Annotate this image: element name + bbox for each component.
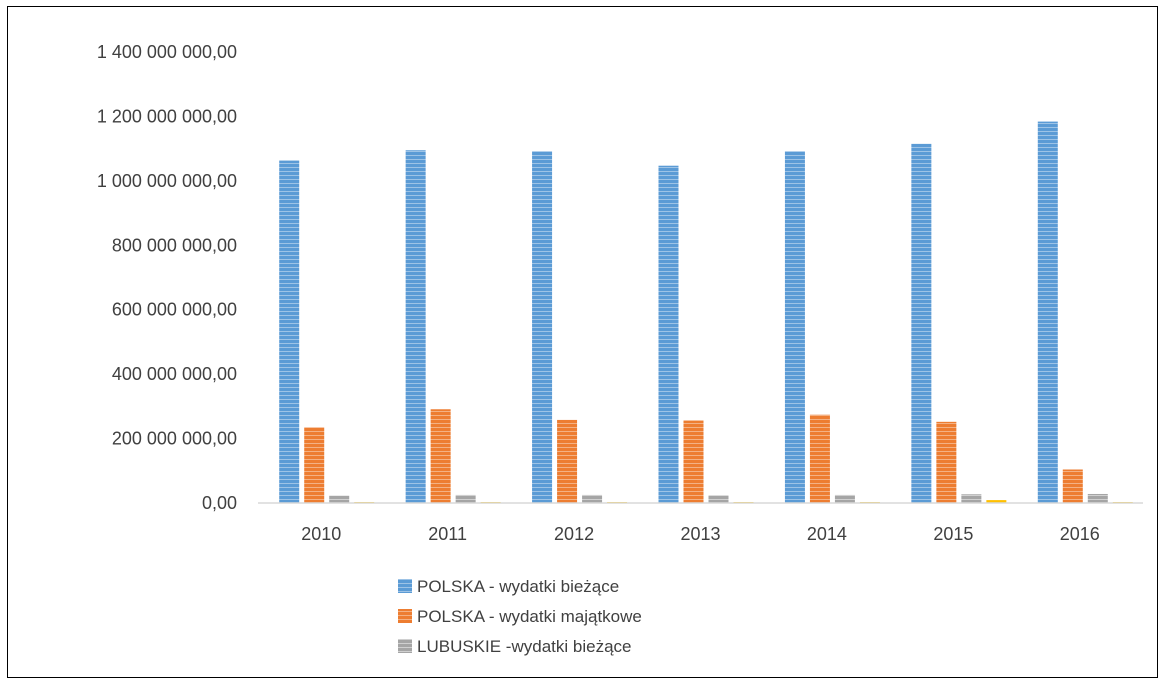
x-tick-label: 2012	[554, 524, 594, 544]
bar-series-1-2013	[658, 165, 679, 503]
x-tick-label: 2015	[933, 524, 973, 544]
legend-label: POLSKA - wydatki majątkowe	[417, 607, 642, 626]
x-axis-ticks: 2010 2011 2012 2013 2014 2015 2016	[301, 524, 1100, 544]
y-tick-label: 800 000 000,00	[112, 235, 237, 255]
y-axis-ticks: 0,00 200 000 000,00 400 000 000,00 600 000 …	[97, 42, 237, 513]
bar-series-1-2012	[532, 151, 553, 503]
bar-series-3-2016	[1087, 493, 1108, 503]
y-tick-label: 600 000 000,00	[112, 300, 237, 320]
bar-series-3-2014	[834, 494, 855, 503]
bar-series-4-2015	[986, 500, 1007, 503]
y-tick-label: 400 000 000,00	[112, 364, 237, 384]
bar-series-1-2016	[1037, 121, 1058, 503]
legend-swatch	[398, 609, 412, 623]
chart-frame	[7, 6, 1158, 678]
bar-series-3-2013	[708, 495, 729, 503]
legend-swatch	[398, 579, 412, 593]
bar-series-1-2015	[911, 143, 932, 503]
bar-series-2-2013	[683, 420, 704, 503]
legend-label: POLSKA - wydatki bieżące	[417, 577, 619, 596]
bar-series-3-2012	[582, 494, 603, 503]
x-tick-label: 2014	[807, 524, 847, 544]
bar-series-3-2010	[329, 495, 350, 503]
x-tick-label: 2016	[1060, 524, 1100, 544]
x-tick-label: 2011	[428, 524, 467, 544]
y-tick-label: 0,00	[202, 493, 237, 513]
x-tick-label: 2010	[301, 524, 341, 544]
legend-swatch	[398, 639, 412, 653]
bar-series-3-2015	[961, 494, 982, 503]
bar-series-1-2014	[784, 151, 805, 503]
y-tick-label: 200 000 000,00	[112, 429, 237, 449]
bar-series-2-2011	[430, 409, 451, 503]
y-tick-label: 1 200 000 000,00	[97, 106, 237, 126]
bar-series-1-2010	[279, 160, 300, 504]
bar-series-2-2010	[304, 427, 325, 503]
y-tick-label: 1 400 000 000,00	[97, 42, 237, 62]
x-tick-label: 2013	[680, 524, 720, 544]
bar-series-1-2011	[405, 150, 426, 503]
bar-series-3-2011	[455, 494, 476, 503]
legend: POLSKA - wydatki bieżące POLSKA - wydatki…	[398, 577, 642, 656]
y-tick-label: 1 000 000 000,00	[97, 171, 237, 191]
bars	[279, 121, 1133, 504]
bar-series-2-2014	[809, 414, 830, 503]
legend-label: LUBUSKIE -wydatki bieżące	[417, 637, 631, 656]
bar-series-2-2015	[936, 421, 957, 503]
bar-series-2-2012	[557, 419, 578, 503]
bar-series-2-2016	[1062, 469, 1083, 503]
